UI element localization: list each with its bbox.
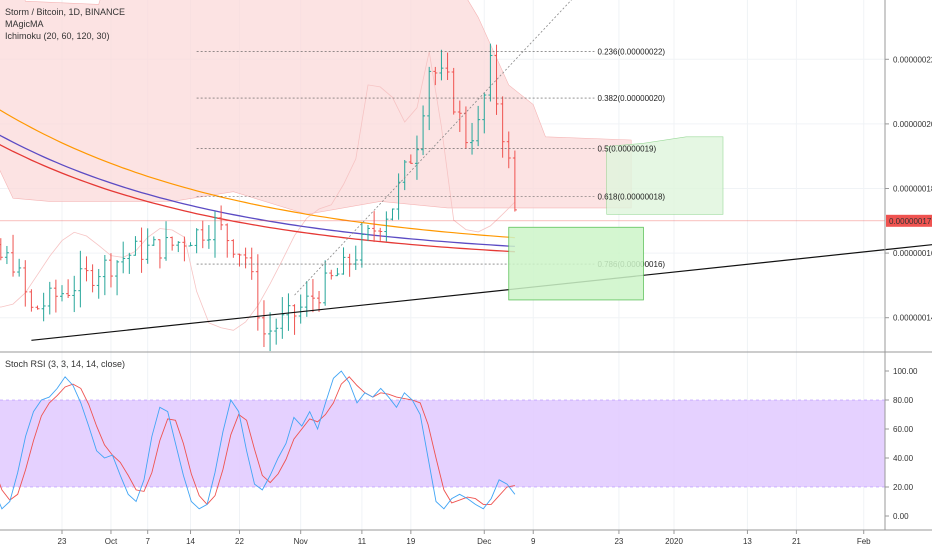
- time-tick-label: 22: [235, 537, 244, 546]
- time-tick-label: 19: [406, 537, 415, 546]
- rsi-tick-label: 40.00: [893, 454, 914, 463]
- fib-level-label: 0.618(0.00000018): [597, 192, 665, 201]
- ma-orange-line: [0, 109, 515, 239]
- price-tick-label: 0.00000018: [893, 185, 932, 194]
- lagging-span: [0, 51, 516, 331]
- time-tick-label: 7: [145, 537, 150, 546]
- fib-level-label: 0.382(0.00000020): [597, 94, 665, 103]
- chart-title[interactable]: Storm / Bitcoin, 1D, BINANCE: [5, 7, 126, 17]
- time-tick-label: Dec: [477, 537, 491, 546]
- time-tick-label: Nov: [294, 537, 308, 546]
- cloud-area-future: [606, 136, 724, 215]
- price-tick-label: 0.00000022: [893, 55, 932, 64]
- time-tick-label: Oct: [105, 537, 118, 546]
- target-box: [508, 226, 644, 301]
- fib-level-label: 0.5(0.00000019): [597, 144, 656, 153]
- rsi-title[interactable]: Stoch RSI (3, 3, 14, 14, close): [5, 359, 126, 369]
- drawings: 0.236(0.00000022) 0.382(0.00000020) 0.5(0.…: [0, 0, 932, 341]
- time-tick-label: 14: [186, 537, 195, 546]
- price-tick-label: 0.00000020: [893, 120, 932, 129]
- indicator-magicma[interactable]: MAgicMA: [5, 19, 44, 29]
- current-price-label: 0.00000017: [889, 217, 932, 226]
- rsi-tick-label: 100.00: [893, 367, 918, 376]
- rsi-legend: Stoch RSI (3, 3, 14, 14, close): [5, 358, 125, 370]
- indicator-ichimoku[interactable]: Ichimoku (20, 60, 120, 30): [5, 31, 110, 41]
- projection-line: [294, 0, 572, 296]
- stoch-k-line: [0, 370, 516, 510]
- time-tick-label: 9: [531, 537, 536, 546]
- time-tick-label: 11: [358, 537, 367, 546]
- stoch-d-line: [0, 376, 515, 506]
- time-tick-label: 23: [614, 537, 623, 546]
- current-price-tag: [886, 214, 932, 227]
- time-tick-label: 23: [58, 537, 67, 546]
- moving-averages: [0, 109, 515, 253]
- rsi-tick-label: 0.00: [893, 512, 909, 521]
- rsi-band: [0, 400, 885, 487]
- ichimoku-cloud: [0, 0, 724, 215]
- ichimoku-lines: [0, 51, 516, 331]
- rsi-tick-label: 80.00: [893, 396, 914, 405]
- time-tick-label: 2020: [665, 537, 683, 546]
- time-tick-label: 21: [792, 537, 801, 546]
- stoch-rsi: [0, 370, 885, 510]
- time-tick-label: Feb: [857, 537, 871, 546]
- rsi-tick-label: 20.00: [893, 483, 914, 492]
- chart-legend: Storm / Bitcoin, 1D, BINANCE MAgicMA Ich…: [5, 6, 125, 42]
- time-tick-label: 13: [743, 537, 752, 546]
- price-tick-label: 0.00000014: [893, 314, 932, 323]
- ma-red-line: [0, 144, 515, 253]
- cloud-area: [0, 0, 632, 215]
- ma-blue-line: [0, 134, 515, 248]
- fib-level-label: 0.236(0.00000022): [597, 48, 665, 57]
- rsi-tick-label: 60.00: [893, 425, 914, 434]
- price-tick-label: 0.00000016: [893, 249, 932, 258]
